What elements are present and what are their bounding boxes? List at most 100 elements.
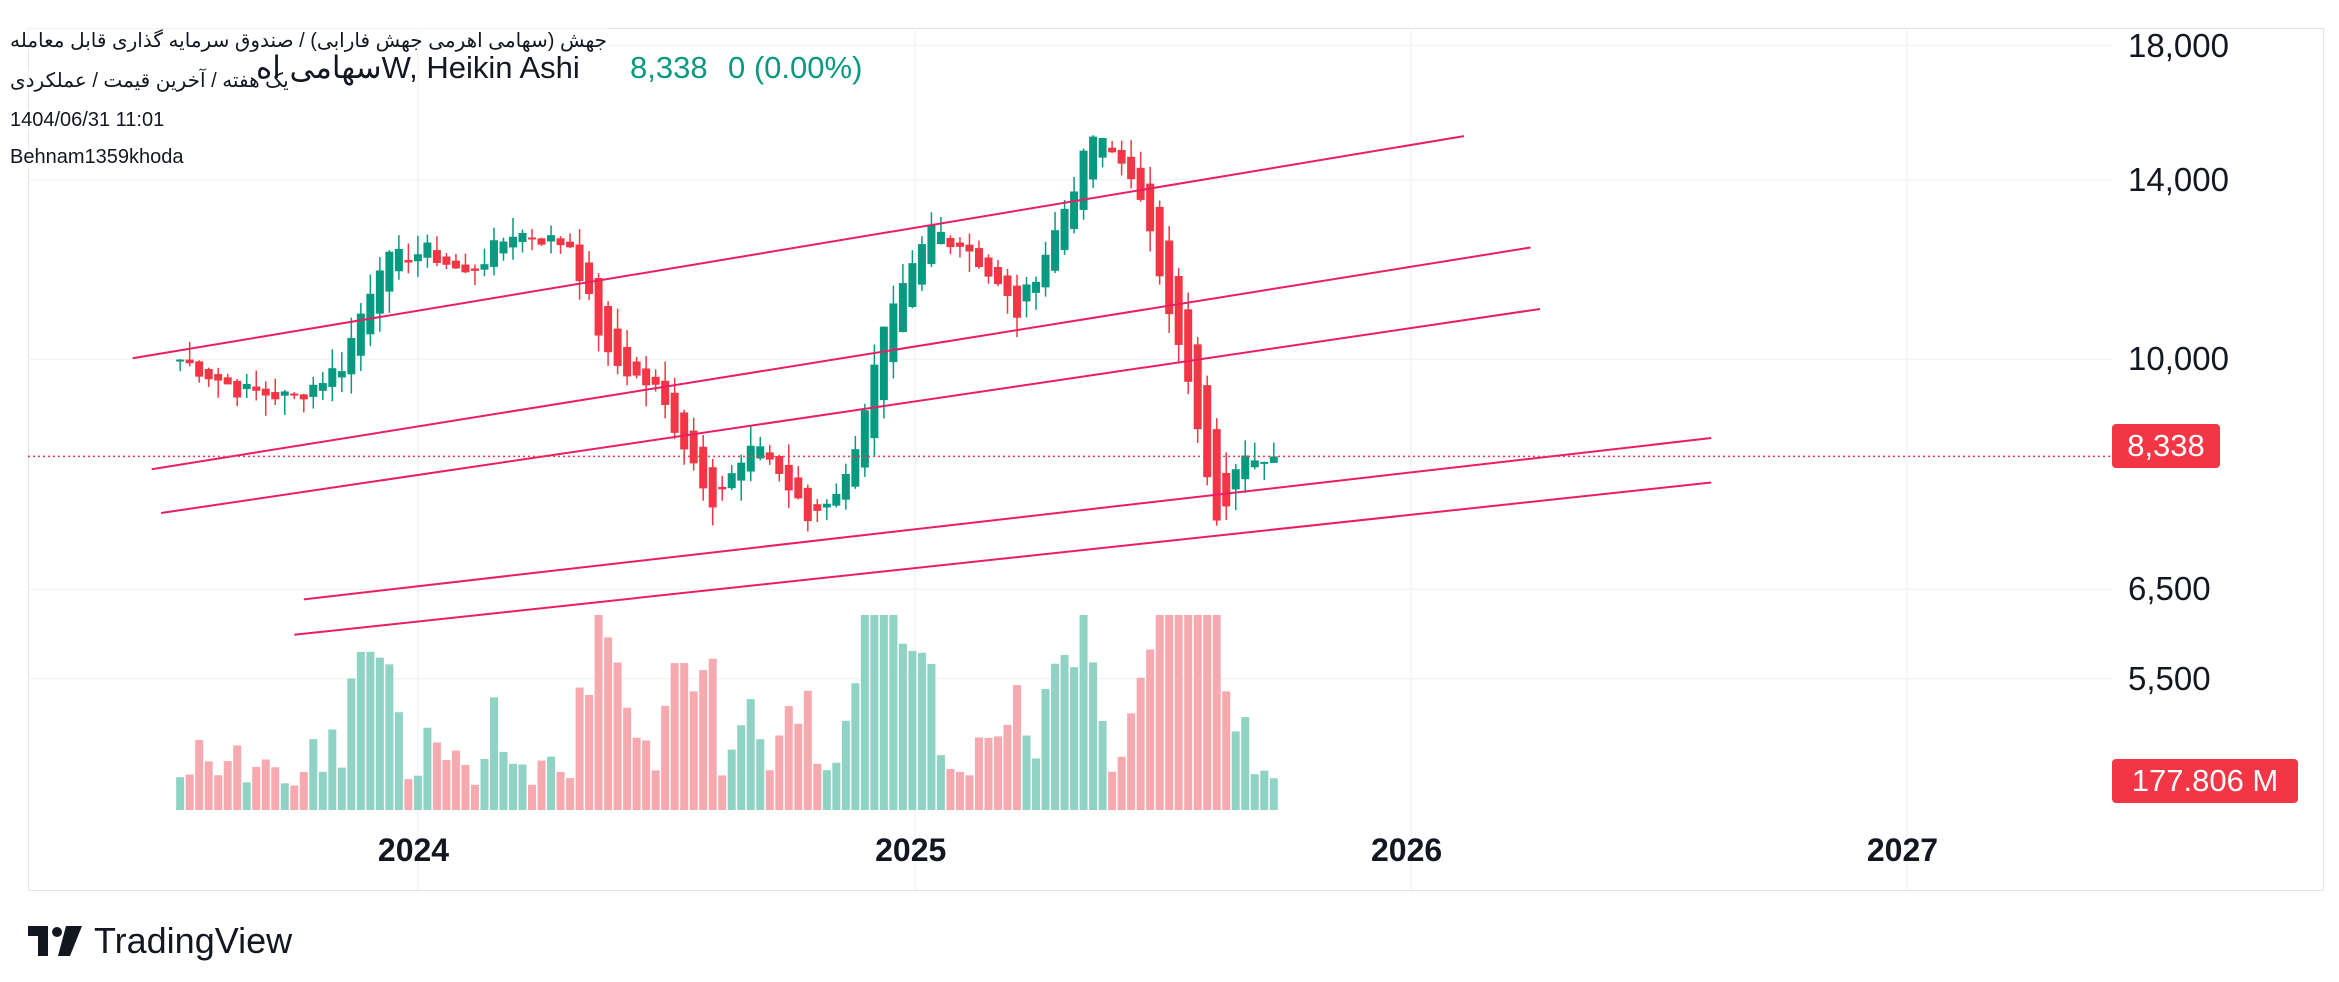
- candle-body: [708, 467, 717, 508]
- volume-bar: [1241, 717, 1250, 810]
- volume-bar: [1146, 649, 1155, 810]
- volume-bar: [1250, 774, 1259, 810]
- candle-body: [508, 236, 517, 248]
- candle-body: [556, 238, 565, 246]
- candle-body: [794, 477, 803, 499]
- volume-bar: [185, 774, 194, 810]
- candle-body: [775, 455, 784, 474]
- volume-bar: [670, 663, 679, 810]
- volume-bar: [927, 663, 936, 810]
- volume-bar: [642, 740, 651, 810]
- volume-bar: [1174, 615, 1183, 810]
- volume-bar: [575, 687, 584, 810]
- candle-body: [470, 268, 479, 271]
- candle-body: [528, 237, 537, 240]
- volume-bar: [299, 771, 308, 810]
- candle-body: [1231, 469, 1240, 490]
- price-axis-label: 18,000: [2128, 26, 2229, 64]
- candle-body: [442, 256, 451, 265]
- candle-body: [908, 263, 917, 307]
- candle-body: [718, 486, 727, 490]
- volume-bar: [803, 690, 812, 810]
- volume-bar: [794, 723, 803, 810]
- candle-body: [385, 251, 394, 292]
- candle-body: [993, 266, 1002, 285]
- candle-body: [290, 393, 299, 396]
- candle-body: [898, 283, 907, 332]
- volume-bar: [917, 652, 926, 810]
- volume-bar: [347, 678, 356, 810]
- candle-body: [176, 359, 185, 362]
- volume-bar: [756, 739, 765, 810]
- trendlines: [132, 135, 1712, 636]
- candle-body: [432, 250, 441, 263]
- tradingview-logo-icon: [28, 926, 82, 956]
- candle-body: [860, 410, 869, 468]
- volume-bar: [375, 657, 384, 810]
- candle-body: [537, 238, 546, 245]
- tradingview-wordmark: TradingView: [94, 920, 293, 961]
- volume-bar: [594, 615, 603, 810]
- volume-bar: [1212, 615, 1221, 810]
- volume-bar: [547, 756, 556, 810]
- tradingview-logo[interactable]: TradingView: [28, 920, 292, 962]
- time-axis-label: 2025: [875, 832, 947, 868]
- time-axis-label: 2024: [377, 832, 450, 868]
- volume-bar: [680, 663, 689, 810]
- candle-body: [271, 392, 280, 400]
- legend-price: 8,338: [630, 50, 708, 85]
- volume-bar: [461, 764, 470, 810]
- candle-body: [1193, 344, 1202, 430]
- volume-bar: [489, 697, 498, 810]
- candle-body: [1260, 461, 1269, 464]
- candle-body: [851, 449, 860, 487]
- candle-body: [689, 430, 698, 464]
- candle-body: [651, 376, 660, 385]
- candle-body: [1013, 285, 1022, 318]
- candle-body: [375, 270, 384, 314]
- candle-body: [946, 237, 955, 248]
- volume-bar: [1041, 688, 1050, 810]
- volume-bar: [737, 725, 746, 810]
- volume-bar: [1165, 615, 1174, 810]
- volume-bar: [651, 770, 660, 810]
- volume-bar: [623, 707, 632, 810]
- candle-body: [1241, 455, 1250, 480]
- volume-bar: [984, 737, 993, 810]
- candle-body: [1136, 167, 1145, 200]
- volume-bar: [1060, 654, 1069, 810]
- candle-body: [917, 244, 926, 285]
- volume-bar: [1127, 713, 1136, 810]
- candle-body: [1070, 191, 1079, 230]
- candle-body: [394, 248, 403, 272]
- volume-bar: [309, 739, 318, 810]
- candle-body: [889, 303, 898, 363]
- candle-body: [1022, 284, 1031, 302]
- volume-bar: [1051, 663, 1060, 810]
- volume-bar: [689, 691, 698, 810]
- volume-bar: [508, 763, 517, 810]
- volume-bar: [908, 650, 917, 810]
- candle-body: [803, 487, 812, 522]
- volume-bar: [1260, 770, 1269, 810]
- legend-symbol[interactable]: سهامی اهW, Heikin Ashi: [256, 50, 580, 85]
- candle-body: [984, 257, 993, 277]
- candle-body: [623, 346, 632, 377]
- candle-body: [451, 260, 460, 269]
- chart-frame[interactable]: [28, 28, 2324, 891]
- volume-bar: [556, 771, 565, 810]
- candle-body: [518, 232, 527, 243]
- volume-bar: [946, 768, 955, 810]
- candles: [176, 135, 1278, 532]
- candle-body: [955, 242, 964, 247]
- volume-bar: [499, 751, 508, 810]
- volume-bar: [889, 615, 898, 810]
- volume-bar: [337, 767, 346, 810]
- candle-body: [1117, 150, 1126, 164]
- candle-body: [1060, 208, 1069, 251]
- volume-bar: [518, 764, 527, 810]
- volume-bar: [1231, 731, 1240, 810]
- candle-body: [1269, 456, 1278, 463]
- volume-bar: [176, 777, 185, 810]
